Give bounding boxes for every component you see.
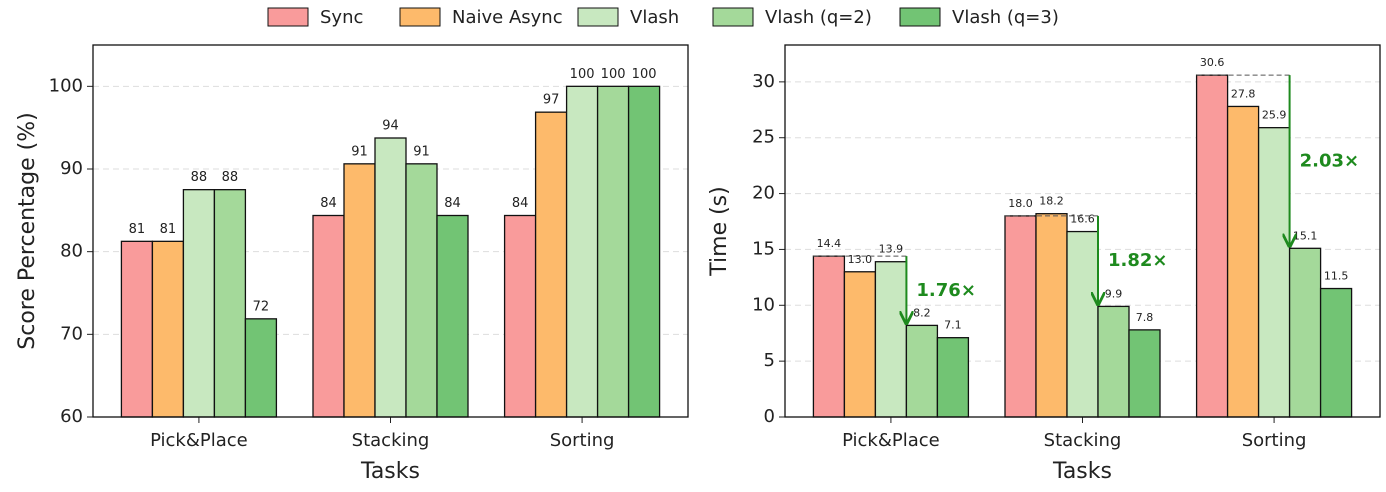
x-tick-label: Stacking	[352, 430, 430, 451]
y-tick-label: 70	[60, 323, 83, 344]
legend-swatch	[399, 7, 441, 27]
legend-swatch	[712, 7, 754, 27]
bar	[436, 214, 469, 418]
bar	[312, 214, 345, 418]
bar	[812, 255, 846, 418]
value-label: 9.9	[1105, 287, 1123, 300]
x-tick-label: Stacking	[1044, 430, 1122, 451]
legend-label: Sync	[320, 7, 363, 28]
bar	[534, 111, 568, 418]
annotation: 1.76×	[916, 280, 976, 301]
plot-frame	[784, 44, 1381, 418]
bar	[1097, 305, 1130, 418]
bar	[244, 318, 278, 418]
value-label: 13.9	[879, 243, 904, 256]
value-label: 81	[160, 222, 177, 237]
y-tick-label: 90	[60, 158, 83, 179]
value-label: 88	[191, 170, 208, 185]
bar	[843, 271, 877, 418]
bar	[1035, 213, 1068, 418]
x-tick-label: Pick&Place	[842, 430, 940, 451]
x-axis-title: Tasks	[1052, 459, 1112, 484]
value-label: 94	[382, 119, 399, 134]
y-axis-title: Score Percentage (%)	[15, 112, 40, 349]
value-label: 81	[129, 222, 146, 237]
bar	[343, 163, 376, 418]
bar	[905, 324, 939, 418]
bar	[374, 137, 407, 418]
bar	[1288, 247, 1322, 418]
value-label: 25.9	[1262, 109, 1287, 122]
value-label: 72	[253, 299, 270, 314]
value-label: 88	[222, 170, 239, 185]
legend-swatch	[899, 7, 941, 27]
x-tick-label: Sorting	[550, 430, 615, 451]
value-label: 13.0	[848, 253, 873, 266]
value-label: 14.4	[817, 237, 842, 250]
annotation: 2.03×	[1300, 151, 1360, 172]
value-label: 27.8	[1231, 87, 1256, 100]
value-label: 84	[512, 196, 529, 211]
legend-swatch	[577, 7, 619, 27]
value-label: 18.0	[1008, 197, 1033, 210]
bar	[1257, 127, 1291, 418]
bar	[503, 214, 537, 418]
value-label: 18.2	[1039, 195, 1064, 208]
legend-label: Vlash (q=3)	[952, 7, 1059, 28]
y-tick-label: 20	[752, 183, 775, 204]
y-tick-label: 15	[752, 238, 775, 259]
bar	[627, 85, 661, 418]
y-tick-label: 25	[752, 127, 775, 148]
value-label: 7.8	[1136, 311, 1154, 324]
bar	[151, 240, 185, 418]
bar	[405, 163, 438, 418]
y-tick-label: 0	[764, 406, 775, 427]
bar	[1226, 105, 1260, 418]
value-label: 84	[320, 196, 337, 211]
bar	[1195, 74, 1229, 418]
bar	[1128, 329, 1161, 418]
value-label: 15.1	[1293, 229, 1318, 242]
bar	[213, 189, 247, 418]
value-label: 84	[444, 196, 461, 211]
legend-swatch	[267, 7, 309, 27]
bar	[936, 337, 970, 418]
value-label: 30.6	[1200, 56, 1225, 69]
y-tick-label: 100	[49, 75, 83, 96]
value-label: 16.6	[1070, 213, 1095, 226]
y-axis-title: Time (s)	[707, 186, 732, 276]
value-label: 11.5	[1324, 270, 1349, 283]
value-label: 7.1	[944, 319, 962, 332]
value-label: 8.2	[913, 306, 931, 319]
legend-label: Vlash	[630, 7, 679, 28]
legend-label: Naive Async	[452, 7, 563, 28]
value-label: 100	[570, 67, 595, 82]
y-tick-label: 60	[60, 406, 83, 427]
bar	[120, 240, 154, 418]
y-tick-label: 30	[752, 71, 775, 92]
x-tick-label: Sorting	[1242, 430, 1307, 451]
value-label: 97	[543, 93, 560, 108]
bar	[1004, 215, 1037, 418]
annotation: 1.82×	[1108, 250, 1168, 271]
value-label: 100	[601, 67, 626, 82]
legend-label: Vlash (q=2)	[765, 7, 872, 28]
x-axis-title: Tasks	[360, 459, 420, 484]
y-tick-label: 80	[60, 241, 83, 262]
bar	[1319, 287, 1353, 418]
y-tick-label: 5	[764, 350, 775, 371]
bar	[565, 85, 599, 418]
value-label: 100	[632, 67, 657, 82]
bar	[596, 85, 630, 418]
value-label: 91	[413, 144, 430, 159]
plot-frame	[92, 44, 689, 418]
bar	[182, 189, 216, 418]
x-tick-label: Pick&Place	[150, 430, 248, 451]
bar	[874, 261, 908, 418]
value-label: 91	[351, 144, 368, 159]
y-tick-label: 10	[752, 294, 775, 315]
bar	[1066, 230, 1099, 418]
